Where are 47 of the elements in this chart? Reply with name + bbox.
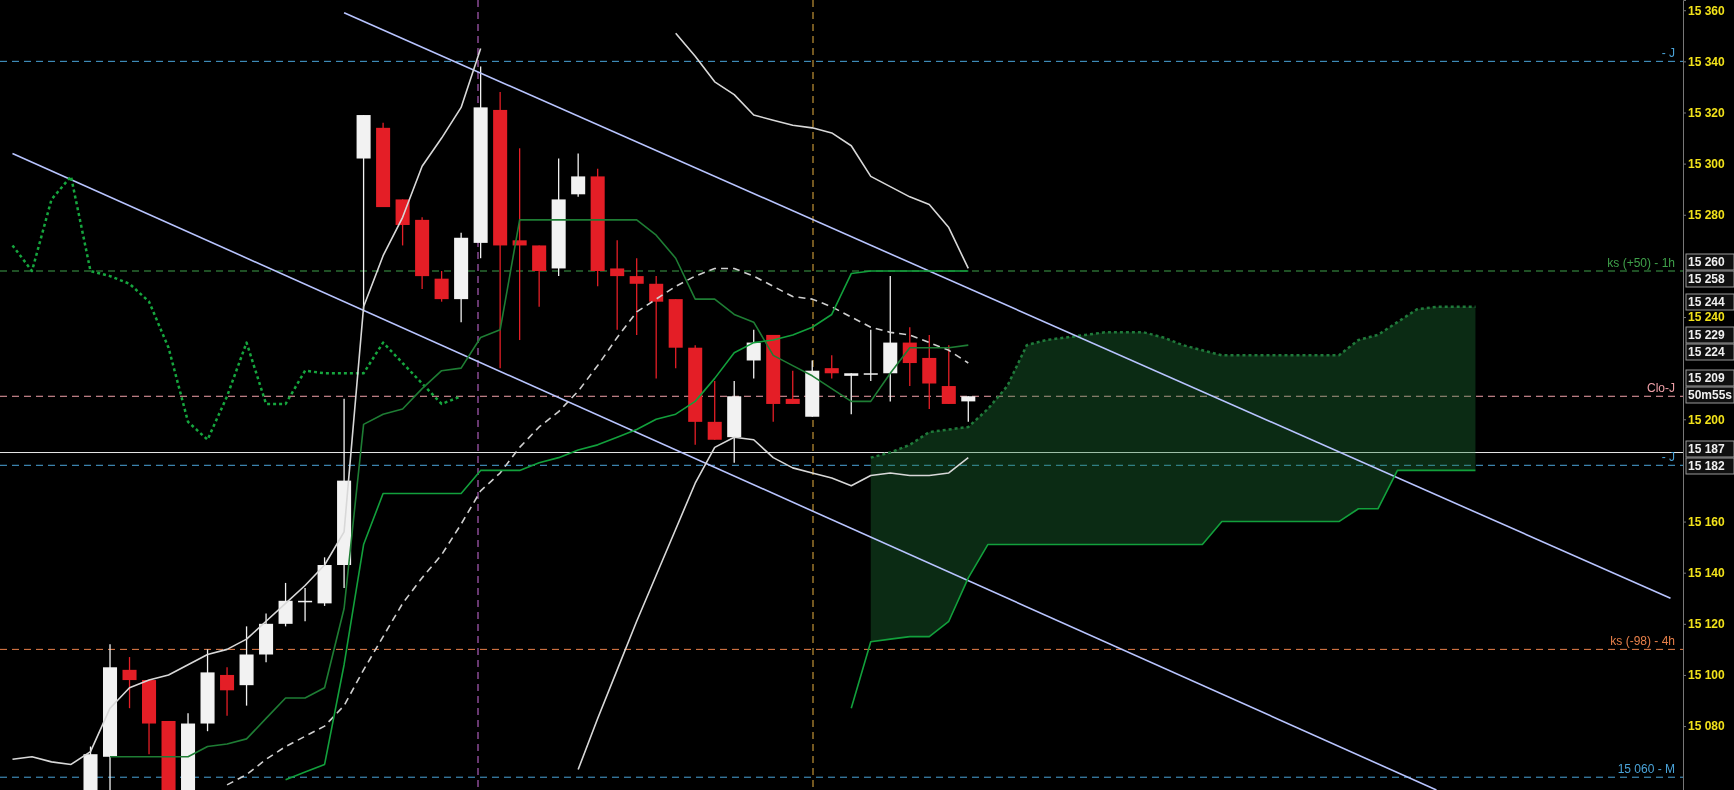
candlestick [278,582,293,628]
candlestick [629,257,644,336]
line-series [577,436,970,771]
candlestick [707,380,722,441]
line-series [850,469,1477,709]
y-tick-label: 15 100 [1688,668,1726,683]
text: 15 260 [1688,255,1726,269]
text: 15 209 [1688,371,1726,385]
candlestick [863,329,878,382]
ref-line-label: Clo-J [1646,381,1675,396]
y-tick-label: 15 320 [1688,105,1726,120]
y-tick-label: 15 120 [1688,617,1726,632]
candlestick [941,344,956,405]
candlestick [220,666,235,717]
line-series [109,219,970,758]
candlestick [610,239,625,331]
ref-line-label: ks (-98) - 4h [1610,634,1675,649]
candlestick [434,270,449,303]
text: 15 258 [1688,272,1726,286]
candlestick [649,275,664,380]
y-tick-label: 15 080 [1688,719,1726,734]
candlestick [824,354,839,380]
text: 15 187 [1688,442,1726,456]
line-series [674,32,970,270]
text: 15 229 [1688,328,1726,342]
y-tick-label: 15 200 [1688,412,1726,427]
y-tick-label: 15 240 [1688,310,1726,325]
ref-line-label: 15 060 - M [1617,762,1675,777]
line-series [11,47,482,766]
candlestick [746,329,761,380]
candlestick [785,370,800,405]
ref-line-label: - J [1661,450,1675,465]
candlestick [844,372,859,415]
y-tick-label: 15 160 [1688,514,1726,529]
ref-line-label: - J [1661,46,1675,61]
candlestick [961,395,976,423]
y-tick-label: 15 340 [1688,54,1726,69]
y-tick-label: 15 360 [1688,3,1726,18]
y-tick-label: 15 140 [1688,566,1726,581]
text: 15 182 [1688,459,1726,473]
candlestick [122,656,137,709]
text: 15 224 [1688,345,1726,359]
y-tick-label: 15 280 [1688,208,1726,223]
candlestick [571,152,586,198]
text: 15 244 [1688,295,1726,309]
ref-line-label: ks (+50) - 1h [1607,256,1675,270]
y-tick-label: 15 300 [1688,156,1726,171]
